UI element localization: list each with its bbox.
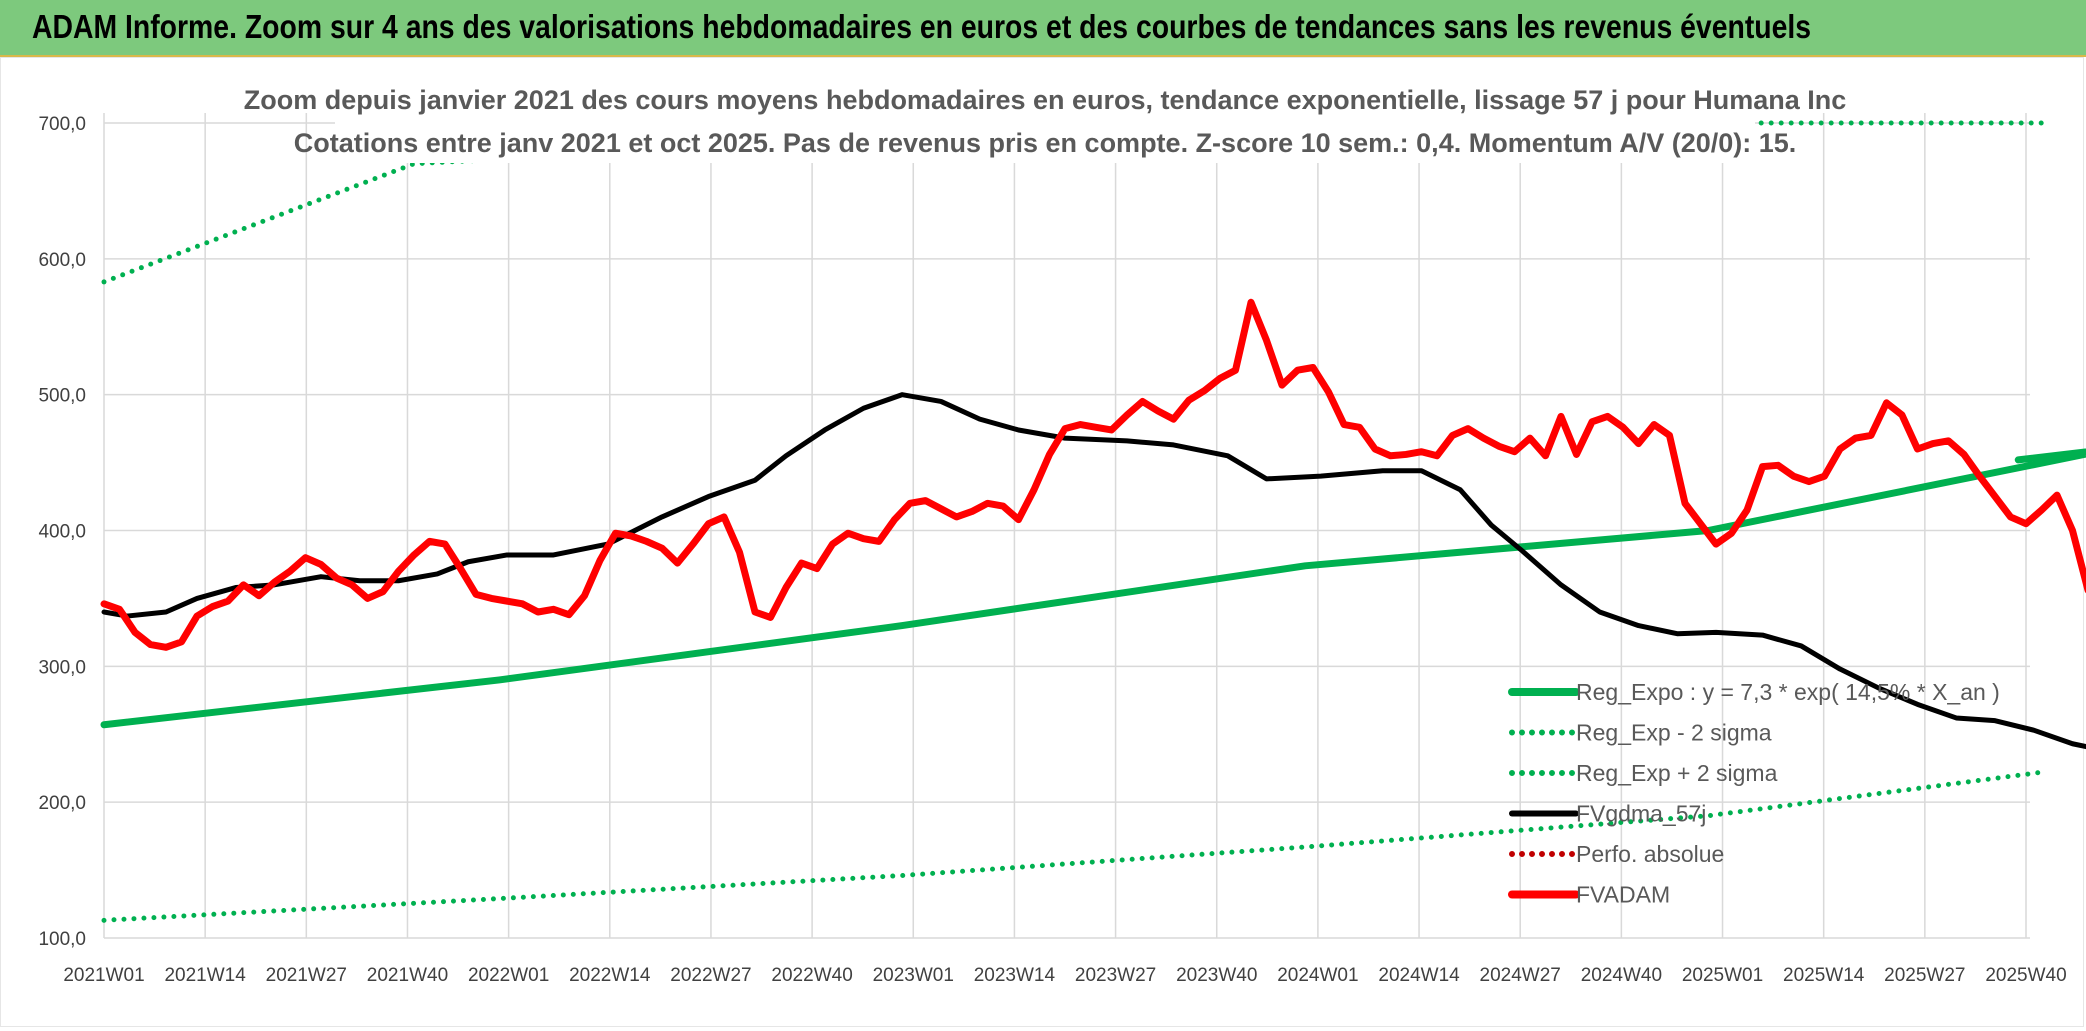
legend-label: Reg_Expo : y = 7,3 * exp( 14,5% * X_an ): [1576, 679, 2000, 705]
report-banner: ADAM Informe. Zoom sur 4 ans des valoris…: [0, 0, 2086, 57]
x-tick-label: 2021W40: [367, 965, 448, 986]
x-tick-label: 2022W40: [771, 965, 852, 986]
chart-title-line-1: Zoom depuis janvier 2021 des cours moyen…: [244, 85, 1847, 115]
y-tick-label: 600,0: [38, 250, 86, 271]
series-lines: [100, 120, 2086, 923]
x-tick-label: 2022W01: [468, 965, 549, 986]
chart-titles: Zoom depuis janvier 2021 des cours moyen…: [244, 77, 1847, 163]
x-tick-label: 2022W14: [569, 965, 651, 986]
y-tick-label: 400,0: [38, 522, 86, 543]
x-tick-label: 2021W14: [164, 965, 246, 986]
x-tick-label: 2023W01: [873, 965, 954, 986]
x-tick-label: 2024W01: [1277, 965, 1358, 986]
y-tick-label: 500,0: [38, 386, 86, 407]
x-tick-label: 2023W27: [1075, 965, 1156, 986]
x-tick-label: 2023W40: [1176, 965, 1257, 986]
legend-label: FVADAM: [1576, 882, 1670, 908]
x-tick-label: 2025W14: [1783, 965, 1865, 986]
chart-title-line-2: Cotations entre janv 2021 et oct 2025. P…: [294, 128, 1797, 158]
series-line: [100, 298, 2086, 651]
y-tick-label: 100,0: [38, 929, 86, 950]
y-tick-label: 200,0: [38, 793, 86, 814]
report-title: ADAM Informe. Zoom sur 4 ans des valoris…: [32, 8, 1812, 45]
x-tick-label: 2021W01: [63, 965, 144, 986]
series-line: [101, 769, 2044, 923]
x-tick-label: 2022W27: [670, 965, 751, 986]
x-tick-label: 2024W14: [1378, 965, 1460, 986]
x-tick-label: 2025W01: [1682, 965, 1763, 986]
series-line: [101, 392, 2086, 750]
x-tick-label: 2025W27: [1884, 965, 1965, 986]
y-tick-label: 700,0: [38, 114, 86, 135]
legend: Reg_Expo : y = 7,3 * exp( 14,5% * X_an )…: [1508, 679, 2000, 908]
y-axis-ticks: 100,0 200,0 300,0 400,0 500,0 600,0 700,0: [38, 114, 86, 950]
legend-label: Reg_Exp + 2 sigma: [1576, 760, 1778, 786]
x-tick-label: 2021W27: [266, 965, 347, 986]
chart-frame: [0, 57, 2084, 1027]
x-tick-label: 2023W14: [974, 965, 1056, 986]
legend-label: FVgdma_57j: [1576, 801, 1706, 827]
title-background: [335, 77, 1755, 163]
legend-label: Reg_Exp - 2 sigma: [1576, 720, 1772, 746]
legend-label: Perfo. absolue: [1576, 841, 1724, 867]
x-axis-ticks: 2021W01 2021W14 2021W27 2021W40 2022W01 2022W…: [63, 965, 2066, 986]
x-tick-label: 2024W27: [1480, 965, 1561, 986]
y-tick-label: 300,0: [38, 657, 86, 678]
x-tick-label: 2024W40: [1581, 965, 1662, 986]
x-tick-label: 2025W40: [1985, 965, 2066, 986]
